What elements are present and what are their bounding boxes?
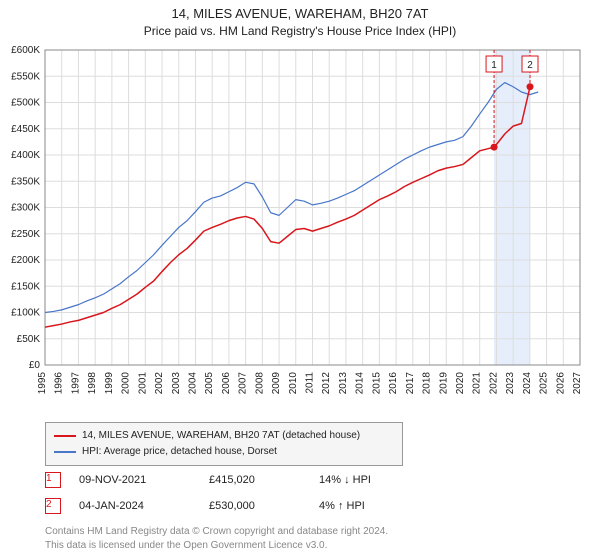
svg-text:1996: 1996 — [54, 372, 65, 395]
svg-text:2021: 2021 — [472, 372, 483, 395]
svg-text:£200K: £200K — [11, 255, 40, 266]
svg-text:2010: 2010 — [288, 372, 299, 395]
svg-text:2002: 2002 — [154, 372, 165, 395]
svg-text:2: 2 — [527, 60, 533, 71]
svg-text:£350K: £350K — [11, 176, 40, 187]
svg-text:£150K: £150K — [11, 281, 40, 292]
svg-text:2011: 2011 — [305, 372, 316, 394]
svg-text:2023: 2023 — [505, 372, 516, 395]
sale-price-2: £530,000 — [209, 500, 319, 512]
legend-swatch-hpi — [54, 451, 76, 453]
svg-text:£600K: £600K — [11, 45, 40, 56]
legend: 14, MILES AVENUE, WAREHAM, BH20 7AT (det… — [45, 422, 403, 466]
svg-text:£450K: £450K — [11, 124, 40, 135]
svg-text:2006: 2006 — [221, 372, 232, 395]
svg-text:£250K: £250K — [11, 229, 40, 240]
svg-text:2001: 2001 — [137, 372, 148, 395]
svg-text:£400K: £400K — [11, 150, 40, 161]
svg-text:1997: 1997 — [70, 372, 81, 395]
svg-text:1998: 1998 — [87, 372, 98, 395]
svg-text:2000: 2000 — [121, 372, 132, 395]
svg-text:£100K: £100K — [11, 308, 40, 319]
svg-text:2015: 2015 — [371, 372, 382, 395]
chart-title-1: 14, MILES AVENUE, WAREHAM, BH20 7AT — [0, 6, 600, 21]
svg-text:1999: 1999 — [104, 372, 115, 395]
svg-text:1995: 1995 — [37, 372, 48, 395]
svg-text:2020: 2020 — [455, 372, 466, 395]
svg-text:2007: 2007 — [238, 372, 249, 395]
svg-text:2018: 2018 — [422, 372, 433, 395]
svg-text:2027: 2027 — [572, 372, 583, 395]
svg-text:2004: 2004 — [187, 372, 198, 395]
svg-text:2025: 2025 — [539, 372, 550, 395]
svg-text:2024: 2024 — [522, 372, 533, 395]
svg-text:£300K: £300K — [11, 203, 40, 214]
sale-delta-2: 4% ↑ HPI — [319, 500, 365, 512]
svg-text:2019: 2019 — [438, 372, 449, 395]
svg-text:2012: 2012 — [321, 372, 332, 395]
svg-text:2026: 2026 — [555, 372, 566, 395]
legend-swatch-price — [54, 435, 76, 437]
sale-row-2: 2 04-JAN-2024 £530,000 4% ↑ HPI — [45, 498, 365, 514]
sale-marker-2: 2 — [45, 498, 61, 514]
svg-text:£550K: £550K — [11, 71, 40, 82]
svg-text:£500K: £500K — [11, 98, 40, 109]
svg-text:2022: 2022 — [488, 372, 499, 395]
svg-text:1: 1 — [491, 60, 497, 71]
legend-label-price: 14, MILES AVENUE, WAREHAM, BH20 7AT (det… — [82, 428, 360, 444]
legend-item-hpi: HPI: Average price, detached house, Dors… — [54, 444, 394, 460]
svg-text:2005: 2005 — [204, 372, 215, 395]
svg-text:2016: 2016 — [388, 372, 399, 395]
sale-row-1: 1 09-NOV-2021 £415,020 14% ↓ HPI — [45, 472, 371, 488]
sale-delta-1: 14% ↓ HPI — [319, 474, 371, 486]
footnote-1: Contains HM Land Registry data © Crown c… — [45, 526, 388, 537]
sale-price-1: £415,020 — [209, 474, 319, 486]
svg-text:£0: £0 — [29, 360, 41, 371]
svg-text:2009: 2009 — [271, 372, 282, 395]
legend-item-price: 14, MILES AVENUE, WAREHAM, BH20 7AT (det… — [54, 428, 394, 444]
sale-date-1: 09-NOV-2021 — [79, 474, 209, 486]
sale-date-2: 04-JAN-2024 — [79, 500, 209, 512]
svg-text:2017: 2017 — [405, 372, 416, 395]
chart-title-2: Price paid vs. HM Land Registry's House … — [0, 24, 600, 38]
footnote-2: This data is licensed under the Open Gov… — [45, 540, 327, 551]
legend-label-hpi: HPI: Average price, detached house, Dors… — [82, 444, 277, 460]
svg-text:£50K: £50K — [17, 334, 41, 345]
chart-svg: £0 £50K £100K £150K £200K £250K £300K £350K £400… — [0, 0, 600, 420]
svg-text:2003: 2003 — [171, 372, 182, 395]
svg-text:2013: 2013 — [338, 372, 349, 395]
svg-text:2008: 2008 — [254, 372, 265, 395]
sale-marker-1: 1 — [45, 472, 61, 488]
svg-text:2014: 2014 — [355, 372, 366, 395]
